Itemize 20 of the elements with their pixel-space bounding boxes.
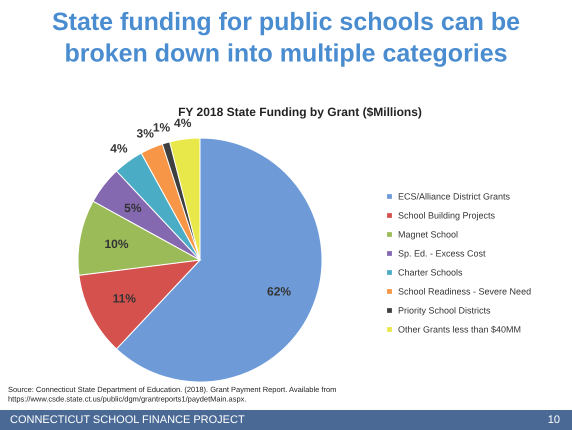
text: 10: [548, 414, 560, 426]
data-label: 10%: [104, 237, 129, 252]
legend-label: Other Grants less than $40MM: [398, 324, 522, 334]
data-label: 11%: [112, 292, 136, 306]
data-label: 62%: [267, 284, 292, 298]
legend-label: Charter Schools: [398, 268, 464, 278]
chart-subtitle: FY 2018 State Funding by Grant ($Millions): [178, 105, 422, 119]
legend-label: Sp. Ed. - Excess Cost: [398, 248, 486, 258]
text: CONNECTICUT SCHOOL FINANCE PROJECT: [10, 414, 245, 426]
legend-label: School Readiness - Severe Need: [398, 286, 532, 296]
data-label: 1%: [152, 120, 170, 134]
legend-label: ECS/Alliance District Grants: [398, 192, 511, 202]
legend-label: School Building Projects: [398, 210, 496, 220]
legend-label: Magnet School: [398, 230, 458, 240]
data-label: 4%: [174, 116, 192, 130]
legend-label: Priority School Districts: [398, 306, 492, 316]
data-label: 4%: [110, 141, 128, 156]
data-label: 3%: [136, 126, 154, 140]
data-label: 5%: [124, 200, 142, 215]
chart-title: State funding for public schools can be broken down into multiple categories: [52, 8, 520, 68]
